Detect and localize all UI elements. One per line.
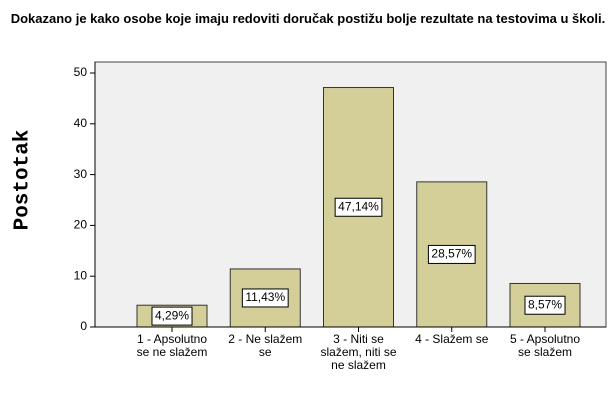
x-tick-label: 4 - Slažem se [415, 332, 489, 346]
y-tick-label: 40 [74, 116, 88, 130]
y-tick-label: 50 [74, 65, 88, 79]
x-tick-label: 5 - Apsolutno se slažem [509, 332, 581, 359]
value-label-box [334, 197, 383, 217]
value-label: 11,43% [245, 290, 285, 304]
chart-title: Dokazano je kako osobe koje imaju redovi… [10, 11, 606, 26]
y-tick-label: 30 [74, 167, 88, 181]
y-tick-label: 20 [74, 218, 88, 232]
value-label-box [241, 288, 289, 308]
value-label: 4,29% [155, 308, 189, 322]
value-label: 8,57% [528, 297, 562, 311]
x-tick-label: 2 - Ne slažem se [228, 332, 303, 359]
y-tick-label: 0 [80, 319, 87, 333]
x-tick-label: 3 - Niti se slažem, niti se ne slažem [320, 332, 397, 372]
value-label-box [427, 244, 476, 264]
value-label-box [151, 306, 193, 326]
value-label: 47,14% [338, 199, 379, 213]
value-label-box [524, 295, 566, 315]
y-axis-label: Postotak [12, 130, 35, 231]
value-label: 28,57% [431, 247, 472, 261]
y-tick-label: 10 [74, 268, 88, 282]
x-tick-label: 1 - Apsolutno se ne slažem [136, 332, 208, 359]
